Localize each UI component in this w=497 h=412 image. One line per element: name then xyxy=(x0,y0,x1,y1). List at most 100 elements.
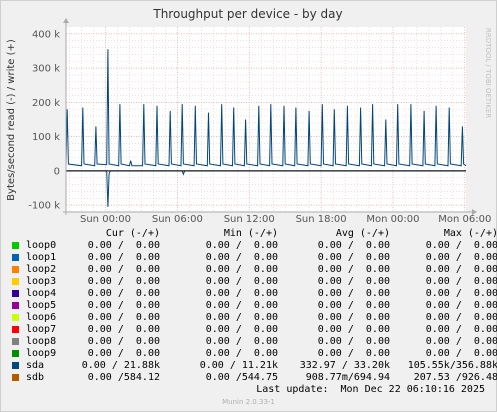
legend-value-avg: 0.00 / 0.00 xyxy=(317,336,390,347)
legend-row-sdb: sdb 0.00 /584.12 0.00 /544.75 908.77m/694.9… xyxy=(12,372,497,384)
legend-value-cur: 0.00 / 0.00 xyxy=(87,336,160,347)
legend-value-cur: 0.00 / 0.00 xyxy=(87,348,160,359)
rrdtool-side-label: RRDTOOL / TOBI OETIKER xyxy=(484,28,492,118)
legend-value-min: 0.00 / 11.21k xyxy=(199,360,278,371)
legend-value-max: 0.00 / 0.00 xyxy=(425,276,497,287)
y-tick-label: 0 xyxy=(54,166,60,177)
legend-swatch xyxy=(12,374,19,381)
legend-swatch xyxy=(12,302,19,309)
legend-value-max: 105.55k/356.88k xyxy=(407,360,497,371)
legend-row-loop4: loop4 0.00 / 0.00 0.00 / 0.00 0.00 / 0.00 0.… xyxy=(12,288,497,300)
legend-value-max: 0.00 / 0.00 xyxy=(425,336,497,347)
legend-row-loop1: loop1 0.00 / 0.00 0.00 / 0.00 0.00 / 0.00 0.… xyxy=(12,252,497,264)
legend-value-max: 0.00 / 0.00 xyxy=(425,288,497,299)
x-tick-label: Sun 00:00 xyxy=(80,214,131,225)
last-update: Last update: Mon Dec 22 06:10:16 2025 xyxy=(256,384,485,395)
series-write-line-sda xyxy=(65,49,467,167)
legend-value-avg: 0.00 / 0.00 xyxy=(317,348,390,359)
legend-value-min: 0.00 / 0.00 xyxy=(205,276,278,287)
legend-value-max: 0.00 / 0.00 xyxy=(425,240,497,251)
legend-value-min: 0.00 / 0.00 xyxy=(205,336,278,347)
legend-value-min: 0.00 / 0.00 xyxy=(205,288,278,299)
legend-row-loop2: loop2 0.00 / 0.00 0.00 / 0.00 0.00 / 0.00 0.… xyxy=(12,264,497,276)
y-axis-label: Bytes/second read (-) / write (+) xyxy=(6,39,17,201)
y-tick-label: 200 k xyxy=(32,98,60,109)
legend-swatch xyxy=(12,278,19,285)
legend-value-avg: 332.97 / 33.20k xyxy=(299,360,390,371)
legend-series-name: sdb xyxy=(26,372,45,383)
legend-series-name: loop8 xyxy=(26,336,57,347)
legend-value-avg: 908.77m/694.94 xyxy=(305,372,390,383)
legend-value-avg: 0.00 / 0.00 xyxy=(317,300,390,311)
legend-value-min: 0.00 / 0.00 xyxy=(205,300,278,311)
legend-value-cur: 0.00 / 0.00 xyxy=(87,324,160,335)
legend-series-name: loop3 xyxy=(26,276,57,287)
y-tick-label: 100 k xyxy=(32,132,60,143)
legend-value-avg: 0.00 / 0.00 xyxy=(317,288,390,299)
legend-value-cur: 0.00 / 21.88k xyxy=(81,360,160,371)
header-max: Max (-/+) xyxy=(443,228,497,239)
legend-swatch xyxy=(12,290,19,297)
legend-value-min: 0.00 / 0.00 xyxy=(205,348,278,359)
legend-value-avg: 0.00 / 0.00 xyxy=(317,276,390,287)
legend-swatch xyxy=(12,338,19,345)
legend-value-avg: 0.00 / 0.00 xyxy=(317,312,390,323)
legend-series-name: loop2 xyxy=(26,264,57,275)
legend-value-max: 0.00 / 0.00 xyxy=(425,264,497,275)
legend-value-max: 207.53 /926.48 xyxy=(413,372,497,383)
legend-value-min: 0.00 / 0.00 xyxy=(205,252,278,263)
y-tick-label: -100 k xyxy=(28,201,60,212)
chart-title: Throughput per device - by day xyxy=(152,7,342,21)
legend-row-loop5: loop5 0.00 / 0.00 0.00 / 0.00 0.00 / 0.00 0.… xyxy=(12,300,497,312)
legend-rows: loop0 0.00 / 0.00 0.00 / 0.00 0.00 / 0.00 0.… xyxy=(12,240,497,384)
legend-value-max: 0.00 / 0.00 xyxy=(425,348,497,359)
legend-row-loop6: loop6 0.00 / 0.00 0.00 / 0.00 0.00 / 0.00 0.… xyxy=(12,312,497,324)
legend-row-loop9: loop9 0.00 / 0.00 0.00 / 0.00 0.00 / 0.00 0.… xyxy=(12,348,497,360)
legend-swatch xyxy=(12,314,19,321)
y-tick-label: 400 k xyxy=(32,29,60,40)
legend-series-name: loop1 xyxy=(26,252,57,263)
legend-value-cur: 0.00 / 0.00 xyxy=(87,312,160,323)
legend-row-loop3: loop3 0.00 / 0.00 0.00 / 0.00 0.00 / 0.00 0.… xyxy=(12,276,497,288)
legend-row-loop0: loop0 0.00 / 0.00 0.00 / 0.00 0.00 / 0.00 0.… xyxy=(12,240,497,252)
throughput-chart: 400 k 300 k 200 k 100 k 0 -100 k Sun 00:00 Sun … xyxy=(6,7,492,225)
legend-series-name: loop0 xyxy=(26,240,57,251)
legend-row-loop7: loop7 0.00 / 0.00 0.00 / 0.00 0.00 / 0.00 0.… xyxy=(12,324,497,336)
header-min: Min (-/+) xyxy=(223,228,278,239)
legend-value-max: 0.00 / 0.00 xyxy=(425,300,497,311)
x-axis-arrow xyxy=(472,209,477,215)
x-tick-label: Sun 12:00 xyxy=(224,214,275,225)
legend-series-name: loop7 xyxy=(26,324,57,335)
legend-value-cur: 0.00 / 0.00 xyxy=(87,264,160,275)
munin-version: Munin 2.0.33-1 xyxy=(222,398,275,406)
legend-value-min: 0.00 / 0.00 xyxy=(205,264,278,275)
x-tick-label: Mon 00:00 xyxy=(366,214,419,225)
legend-row-sda: sda 0.00 / 21.88k 0.00 / 11.21k 332.97 / 33… xyxy=(12,360,497,372)
legend-value-cur: 0.00 / 0.00 xyxy=(87,300,160,311)
header-avg: Avg (-/+) xyxy=(335,228,390,239)
legend-value-max: 0.00 / 0.00 xyxy=(425,312,497,323)
legend-table: Cur (-/+) Min (-/+) Avg (-/+) Max (-/+) … xyxy=(12,228,497,384)
legend-series-name: sda xyxy=(26,360,45,371)
legend-swatch xyxy=(12,350,19,357)
x-tick-label: Sun 18:00 xyxy=(296,214,347,225)
x-tick-label: Mon 06:00 xyxy=(438,214,491,225)
y-axis-arrow xyxy=(63,18,69,23)
legend-value-min: 0.00 / 0.00 xyxy=(205,312,278,323)
legend-value-cur: 0.00 / 0.00 xyxy=(87,252,160,263)
legend-value-max: 0.00 / 0.00 xyxy=(425,324,497,335)
legend-series-name: loop4 xyxy=(26,288,57,299)
plot-area xyxy=(66,27,466,212)
legend-value-cur: 0.00 / 0.00 xyxy=(87,288,160,299)
legend-swatch xyxy=(12,362,19,369)
header-cur: Cur (-/+) xyxy=(105,228,160,239)
legend-header-row: Cur (-/+) Min (-/+) Avg (-/+) Max (-/+) xyxy=(12,228,497,240)
y-tick-label: 300 k xyxy=(32,64,60,75)
legend-value-min: 0.00 / 0.00 xyxy=(205,324,278,335)
legend-swatch xyxy=(12,266,19,273)
legend-value-min: 0.00 / 0.00 xyxy=(205,240,278,251)
legend-value-max: 0.00 / 0.00 xyxy=(425,252,497,263)
legend-swatch xyxy=(12,242,19,249)
legend-series-name: loop5 xyxy=(26,300,57,311)
legend-value-avg: 0.00 / 0.00 xyxy=(317,240,390,251)
